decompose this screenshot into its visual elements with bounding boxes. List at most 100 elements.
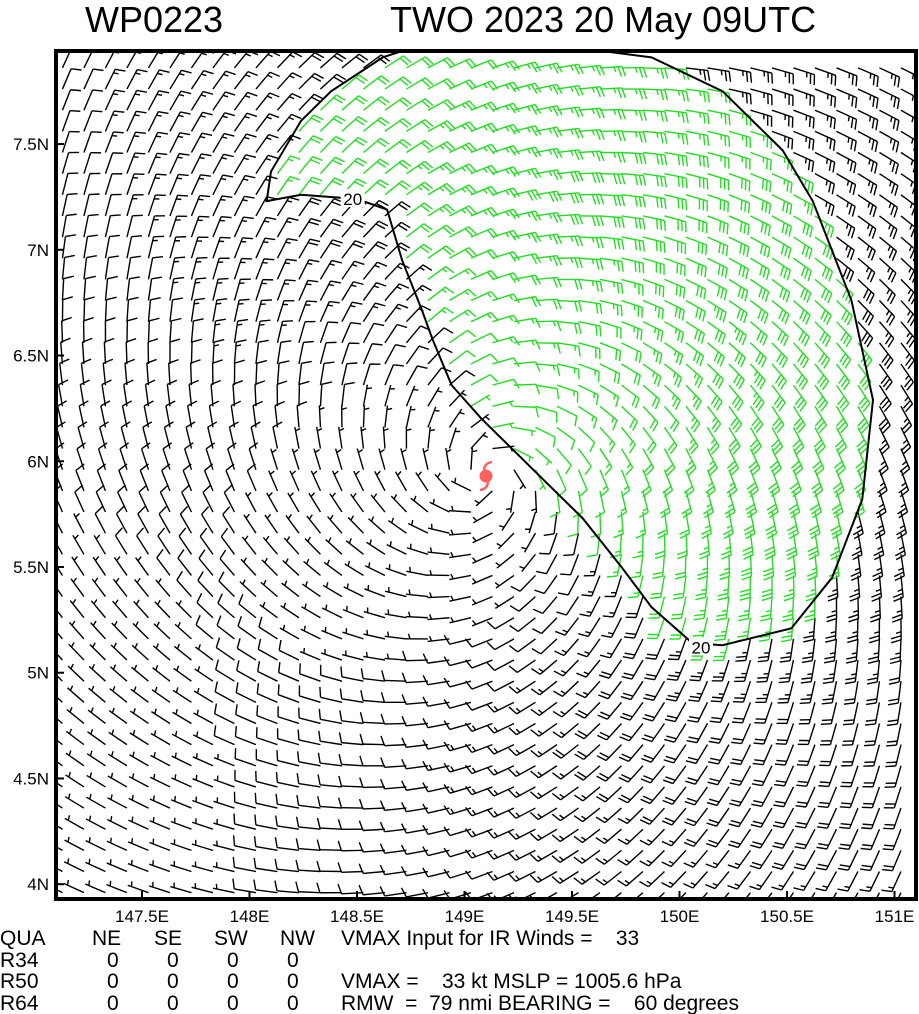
wind-barb xyxy=(705,871,730,890)
barb-half-feather xyxy=(669,903,674,905)
barb-feather xyxy=(317,796,321,807)
barb-feather xyxy=(732,373,740,384)
barb-half-feather xyxy=(552,342,556,349)
wind-barb xyxy=(337,840,364,852)
barb-feather xyxy=(313,93,324,100)
barb-half-feather xyxy=(461,188,467,193)
barb-feather xyxy=(703,69,707,81)
barb-feather xyxy=(657,533,668,539)
barb-staff xyxy=(494,638,515,651)
wind-barb xyxy=(400,887,429,898)
barb-half-feather xyxy=(493,768,499,774)
barb-feather xyxy=(199,527,208,537)
wind-barb xyxy=(669,617,687,640)
barb-feather xyxy=(61,316,72,322)
wind-barb xyxy=(61,275,75,301)
wind-barb xyxy=(174,621,192,640)
wind-barb xyxy=(191,818,214,830)
barb-feather xyxy=(744,201,747,212)
barb-half-feather xyxy=(222,115,228,119)
barb-half-feather xyxy=(314,449,320,454)
wind-barb xyxy=(170,882,192,894)
wind-barb xyxy=(513,469,527,490)
barb-staff xyxy=(126,257,132,280)
barb-feather xyxy=(224,112,235,117)
barb-feather xyxy=(232,878,235,890)
barb-feather xyxy=(275,771,279,783)
wind-barb xyxy=(573,870,601,885)
barb-half-feather xyxy=(364,407,370,411)
wind-barb xyxy=(318,730,343,746)
wind-barb xyxy=(341,381,355,407)
barb-feather xyxy=(621,217,625,228)
wind-barb xyxy=(749,849,773,870)
wind-barb xyxy=(531,638,558,655)
wind-barb xyxy=(108,707,128,725)
barb-feather xyxy=(642,67,648,78)
barb-staff xyxy=(449,659,472,667)
barb-feather xyxy=(276,750,279,761)
wind-barb xyxy=(595,849,622,865)
barb-feather xyxy=(87,234,98,238)
wind-barb xyxy=(599,172,626,185)
barb-staff xyxy=(362,849,386,853)
wind-barb xyxy=(83,89,104,111)
barb-feather xyxy=(690,419,698,430)
barb-feather xyxy=(730,840,741,845)
barb-staff xyxy=(384,679,407,682)
barb-feather xyxy=(311,197,322,202)
barb-feather xyxy=(685,134,689,145)
barb-feather xyxy=(578,489,588,498)
wind-barb xyxy=(492,314,520,325)
barb-feather xyxy=(445,265,455,274)
barb-feather xyxy=(749,93,752,105)
barb-feather xyxy=(659,219,663,231)
barb-feather xyxy=(442,205,452,214)
barb-half-feather xyxy=(509,294,514,300)
wind-barb xyxy=(275,793,300,809)
barb-half-feather xyxy=(221,136,228,139)
barb-staff xyxy=(384,743,407,747)
barb-staff xyxy=(102,363,107,386)
barb-feather xyxy=(159,484,169,493)
wind-barb xyxy=(384,303,409,323)
barb-feather xyxy=(646,653,658,657)
wind-barb xyxy=(212,153,234,174)
barb-half-feather xyxy=(656,111,659,117)
wind-barb xyxy=(104,173,123,196)
barb-feather xyxy=(709,720,721,724)
wind-barb xyxy=(464,722,493,732)
wind-barb xyxy=(317,774,343,788)
barb-half-feather xyxy=(347,560,351,567)
barb-feather xyxy=(620,695,632,701)
barb-staff xyxy=(236,647,257,661)
barb-half-feather xyxy=(220,198,226,201)
barb-half-feather xyxy=(243,178,249,181)
barb-half-feather xyxy=(324,626,327,633)
barb-staff xyxy=(405,345,420,365)
barb-feather xyxy=(376,161,387,168)
barb-feather xyxy=(634,398,640,409)
barb-half-feather xyxy=(559,772,565,778)
barb-feather xyxy=(422,867,429,878)
wind-barb xyxy=(513,295,541,307)
barb-feather xyxy=(181,484,190,493)
wind-barb xyxy=(656,892,665,899)
barb-half-feather xyxy=(198,177,205,180)
barb-feather xyxy=(657,307,661,318)
barb-staff xyxy=(298,847,321,852)
barb-feather xyxy=(417,365,428,369)
wind-barb xyxy=(85,858,106,873)
wind-barb xyxy=(298,707,321,725)
barb-feather xyxy=(649,419,656,429)
wind-barb xyxy=(551,807,579,822)
barb-feather xyxy=(617,373,621,385)
barb-half-feather xyxy=(350,305,356,308)
barb-half-feather xyxy=(153,752,156,758)
barb-feather xyxy=(105,317,116,322)
barb-feather xyxy=(617,217,621,228)
wind-barb xyxy=(235,682,257,703)
barb-staff xyxy=(384,324,398,344)
barb-feather xyxy=(358,53,369,61)
wind-barb xyxy=(406,139,434,154)
